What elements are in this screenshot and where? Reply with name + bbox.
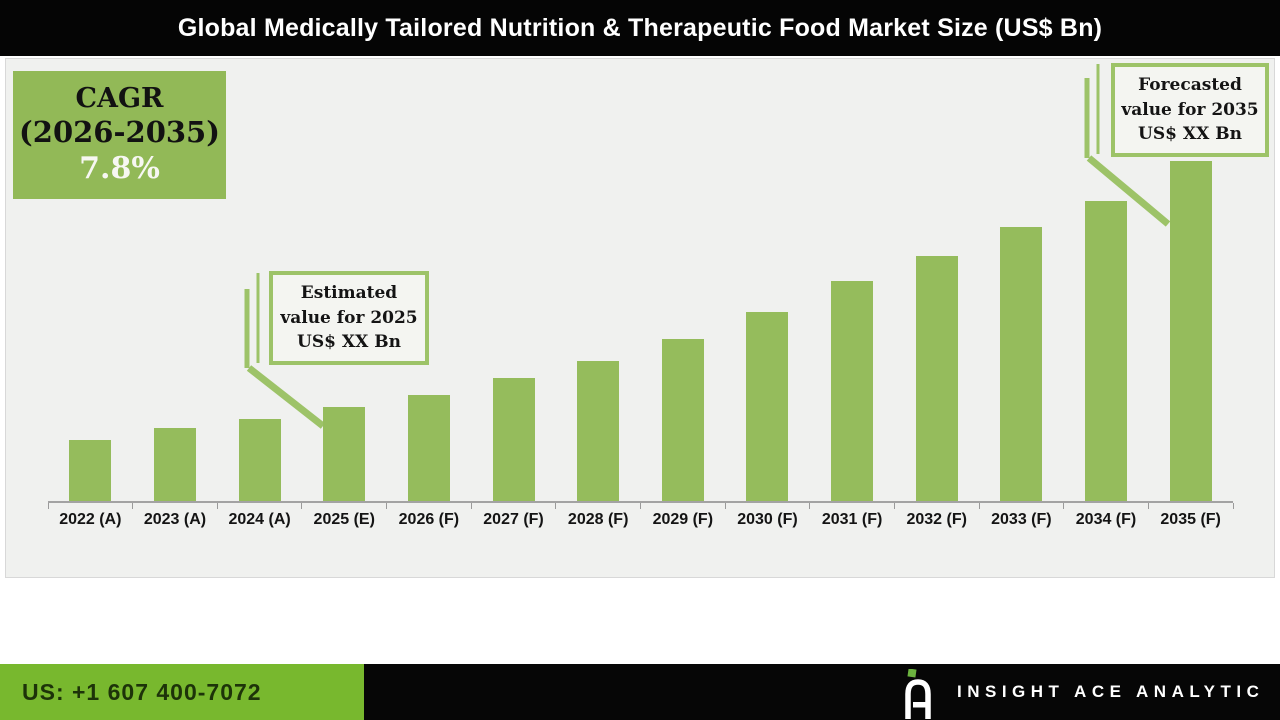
- callout-forecasted-line2: value for 2035: [1121, 99, 1259, 120]
- cagr-box: CAGR (2026-2035) 7.8%: [13, 71, 226, 199]
- bar-slot: [724, 59, 810, 509]
- brand-name: INSIGHT ACE ANALYTIC: [957, 682, 1265, 701]
- bar-slot: [470, 59, 556, 509]
- x-axis-label: 2032 (F): [906, 511, 967, 528]
- bar-slot: [809, 59, 895, 509]
- page-title: Global Medically Tailored Nutrition & Th…: [177, 13, 1103, 42]
- x-axis-label: 2034 (F): [1075, 511, 1137, 528]
- plot-area: [47, 59, 1234, 509]
- bar-2035(F): [1169, 161, 1212, 501]
- callout-forecasted-value: US$ XX Bn: [1138, 124, 1242, 145]
- bar-2022(A): [69, 440, 112, 501]
- bar-2027(F): [492, 378, 535, 501]
- bar-2023(A): [153, 428, 196, 501]
- bar-slot: [639, 59, 725, 509]
- cagr-title: CAGR: [75, 82, 164, 114]
- bar-2030(F): [746, 312, 789, 501]
- callout-forecasted-2035: Forecasted value for 2035 US$ XX Bn: [1111, 63, 1269, 157]
- bar-slot: [978, 59, 1064, 509]
- bar-2028(F): [577, 361, 620, 501]
- x-axis-label: 2027 (F): [483, 511, 544, 528]
- x-axis-label: 2024 (A): [228, 511, 291, 528]
- callout-estimated-value: US$ XX Bn: [297, 332, 401, 353]
- bar-slot: [386, 59, 472, 509]
- bar-2026(F): [407, 395, 450, 501]
- cagr-value: 7.8%: [79, 150, 160, 186]
- x-axis-label: 2028 (F): [567, 511, 629, 528]
- bar-slot: [1147, 59, 1233, 509]
- phone-block: US: +1 607 400-7072: [0, 664, 364, 720]
- x-axis-label: 2033 (F): [991, 511, 1052, 528]
- x-axis-label: 2022 (A): [59, 511, 122, 528]
- bar-2025(E): [323, 407, 366, 501]
- bar-2024(A): [238, 419, 281, 501]
- callout-estimated-line1: Estimated: [300, 283, 398, 304]
- bar-2031(F): [831, 281, 874, 501]
- bar-slot: [1063, 59, 1149, 509]
- header-bar: Global Medically Tailored Nutrition & Th…: [0, 0, 1280, 56]
- x-axis-label: 2031 (F): [821, 511, 883, 528]
- bar-slot: [216, 59, 302, 509]
- bar-slot: [132, 59, 218, 509]
- x-axis-label: 2030 (F): [737, 511, 798, 528]
- x-axis-label: 2025 (E): [313, 511, 375, 528]
- cagr-period: (2026-2035): [19, 115, 220, 150]
- bar-2033(F): [1000, 227, 1043, 501]
- bar-slot: [893, 59, 979, 509]
- x-axis-label: 2029 (F): [652, 511, 714, 528]
- bar-slot: [47, 59, 133, 509]
- bar-2034(F): [1085, 201, 1127, 501]
- callout-estimated-line2: value for 2025: [280, 307, 418, 328]
- insight-ace-logo-icon: [905, 669, 931, 719]
- bar-2029(F): [661, 339, 704, 501]
- bar-slot: [301, 59, 387, 509]
- brand-block: INSIGHT ACE ANALYTIC: [903, 664, 1264, 720]
- phone-number: US: +1 607 400-7072: [22, 678, 262, 705]
- bar-slot: [555, 59, 641, 509]
- x-axis-label: 2035 (F): [1160, 511, 1221, 528]
- x-axis-labels: 2022 (A) 2023 (A) 2024 (A) 2025 (E) 2026 (F)…: [48, 511, 1233, 529]
- callout-estimated-2025: Estimated value for 2025 US$ XX Bn: [269, 271, 429, 365]
- contributors-strip: Market Contributors: PERFECT DAY° GELTOR…: [0, 578, 1280, 664]
- chart-panel: 2022 (A) 2023 (A) 2024 (A) 2025 (E) 2026 (F)…: [5, 58, 1275, 578]
- bar-2032(F): [915, 256, 958, 501]
- x-axis-label: 2023 (A): [143, 511, 207, 528]
- footer-bar: US: +1 607 400-7072 INSIGHT ACE ANALYTIC: [0, 664, 1280, 720]
- x-axis-label: 2026 (F): [398, 511, 460, 528]
- callout-forecasted-line1: Forecasted: [1138, 75, 1242, 96]
